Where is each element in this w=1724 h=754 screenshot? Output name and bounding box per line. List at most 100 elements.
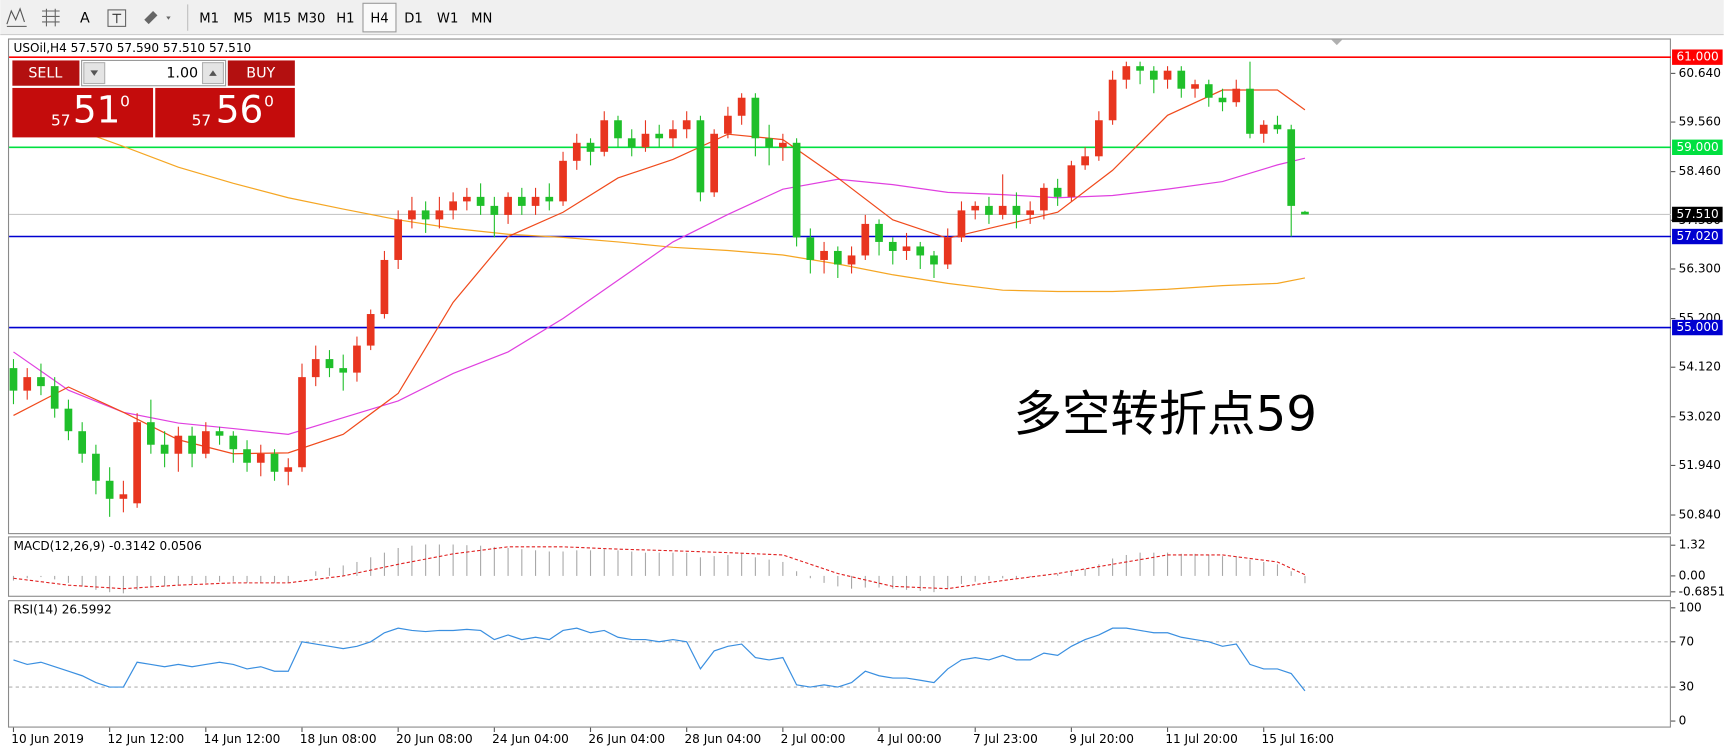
candle-body <box>751 97 760 139</box>
candle-body <box>1122 66 1131 80</box>
x-tick-label: 12 Jun 12:00 <box>107 732 184 746</box>
candle-body <box>1136 66 1144 71</box>
candle-body <box>380 259 389 315</box>
candle-body <box>119 494 128 499</box>
candle-body <box>847 255 856 265</box>
volume-box[interactable] <box>81 59 227 87</box>
candle-body <box>930 255 938 265</box>
timeframe-button[interactable]: M15 <box>263 12 291 27</box>
candle-body <box>1081 156 1089 166</box>
tool-button[interactable]: A <box>80 11 90 27</box>
candle-body <box>586 142 595 152</box>
bid-big-figure[interactable]: 57 <box>51 111 71 129</box>
volume-value[interactable]: 1.00 <box>166 66 198 82</box>
candle-body <box>1287 129 1296 206</box>
candle-body <box>408 210 416 220</box>
ask-box[interactable] <box>155 87 295 138</box>
candle-body <box>284 467 293 472</box>
chart-tool-icon[interactable] <box>6 7 27 27</box>
candle-body <box>1232 88 1241 103</box>
candle-body <box>1040 187 1048 211</box>
buy-label[interactable]: BUY <box>246 66 275 82</box>
candle-body <box>174 435 183 454</box>
ask-pips[interactable]: 56 <box>216 88 264 132</box>
y-tick-label: 30 <box>1679 680 1694 694</box>
candle-body <box>243 449 251 463</box>
volume-down-arrow[interactable] <box>90 70 99 76</box>
y-tick-label: 60.640 <box>1679 66 1721 80</box>
candle-body <box>1053 187 1062 197</box>
candle-body <box>504 196 512 215</box>
volume-up-arrow[interactable] <box>209 70 217 76</box>
candle-body <box>792 142 801 238</box>
candle-body <box>476 196 485 206</box>
candle-body <box>215 431 224 436</box>
timeframe-button[interactable]: W1 <box>437 12 458 27</box>
timeframe-button[interactable]: M5 <box>233 12 253 27</box>
timeframe-active[interactable] <box>362 2 397 33</box>
bid-fraction[interactable]: 0 <box>120 93 130 111</box>
candle-body <box>160 444 169 454</box>
candle-body <box>1067 165 1076 197</box>
label-icon[interactable] <box>107 9 127 27</box>
label-icon-t[interactable] <box>112 13 122 24</box>
y-tick-label: 54.120 <box>1679 360 1721 374</box>
sell-label[interactable]: SELL <box>28 66 62 82</box>
candle-body <box>37 377 45 387</box>
x-tick-label: 20 Jun 08:00 <box>396 732 473 746</box>
candle-body <box>1095 120 1103 157</box>
x-tick-label: 15 Jul 16:00 <box>1262 732 1334 746</box>
sell-button[interactable] <box>12 60 80 86</box>
candle-body <box>311 359 320 378</box>
timeframe-button[interactable]: D1 <box>404 12 423 27</box>
timeframe-button[interactable]: H1 <box>336 12 354 27</box>
candle-body <box>957 210 966 238</box>
x-tick-label: 24 Jun 04:00 <box>492 732 569 746</box>
candle-body <box>147 422 155 445</box>
candle-body <box>614 120 622 139</box>
candle-body <box>256 453 265 463</box>
shift-marker <box>1331 39 1343 46</box>
timeframe-button[interactable]: H4 <box>370 12 388 27</box>
timeframe-button[interactable]: M30 <box>297 12 325 27</box>
x-tick-label: 9 Jul 20:00 <box>1069 732 1134 746</box>
fibo-icon[interactable] <box>42 8 60 27</box>
candle-body <box>92 453 100 481</box>
ask-fraction[interactable]: 0 <box>264 93 274 111</box>
buy-button[interactable] <box>227 60 295 86</box>
candle-body <box>78 431 87 454</box>
level-label-bg <box>1672 139 1723 155</box>
candle-body <box>655 133 664 139</box>
y-tick-label: 56.300 <box>1679 261 1721 275</box>
candle-body <box>1218 97 1227 103</box>
macd-signal <box>13 546 1306 590</box>
candle-body <box>682 120 691 130</box>
x-tick-label: 7 Jul 23:00 <box>973 732 1038 746</box>
timeframe-button[interactable]: MN <box>471 12 492 27</box>
bid-box[interactable] <box>12 87 154 138</box>
y-tick-label: 70 <box>1679 634 1694 648</box>
timeframe-button[interactable]: M1 <box>199 12 219 27</box>
candle-body <box>737 97 746 116</box>
plot-area: 60.64059.56058.46057.38056.30055.20054.1… <box>9 41 1724 746</box>
candle-body <box>902 246 911 251</box>
macd-panel-frame <box>7 536 1671 597</box>
candle-body <box>366 314 375 346</box>
indicator-title: USOil,H4 57.570 57.590 57.510 57.510 <box>13 41 251 55</box>
arrows-icon[interactable] <box>144 10 171 25</box>
toolbar: A M1 M5 M15 M30 H1 H4 D1 W1 MN <box>0 0 1724 36</box>
bid-pips[interactable]: 51 <box>73 88 121 132</box>
candle-body <box>105 480 114 499</box>
toolbar-bg <box>0 0 1724 35</box>
candle-body <box>943 237 952 265</box>
candle-body <box>1026 210 1035 215</box>
candle-body <box>353 345 361 373</box>
candle-body <box>463 196 471 202</box>
candle-body <box>765 138 773 148</box>
candle-body <box>724 115 732 134</box>
ask-big-figure[interactable]: 57 <box>192 111 212 129</box>
level-label: 57.510 <box>1676 207 1718 221</box>
candle-body <box>64 408 73 432</box>
candle-body <box>339 368 348 373</box>
candle-body <box>9 368 18 391</box>
